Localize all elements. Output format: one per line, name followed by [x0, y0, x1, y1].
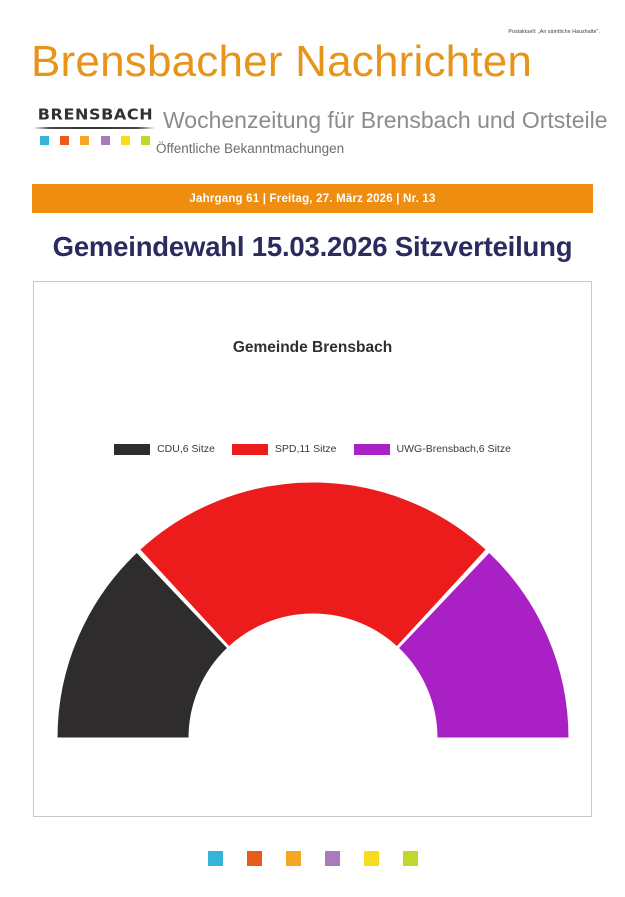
legend-label-uwg: UWG-Brensbach,6 Sitze	[396, 443, 511, 455]
masthead-subtitle: Wochenzeitung für Brensbach und Ortsteil…	[163, 107, 608, 133]
legend-swatch-spd	[231, 443, 268, 455]
brand-square-row	[40, 136, 150, 145]
seat-distribution-chart	[34, 478, 591, 744]
brand-square-4	[100, 136, 110, 145]
masthead-title: Brensbacher Nachrichten	[31, 37, 533, 86]
chart-title: Gemeinde Brensbach	[232, 339, 393, 356]
footer-square-row	[0, 851, 625, 866]
legend-item-cdu: CDU,6 Sitze	[114, 443, 215, 455]
chart-panel: Gemeinde Brensbach CDU,6 Sitze SPD,11 Si…	[33, 281, 592, 817]
footer-square-4	[324, 851, 340, 866]
issue-info-bar: Jahrgang 61 | Freitag, 27. März 2026 | N…	[32, 184, 593, 213]
legend-label-cdu: CDU,6 Sitze	[157, 443, 215, 455]
brand-square-6	[140, 136, 150, 145]
legend-swatch-cdu	[114, 443, 151, 455]
footer-square-6	[402, 851, 418, 866]
legend-item-spd: SPD,11 Sitze	[231, 443, 337, 455]
brand-square-1	[40, 136, 49, 145]
footer-square-2	[246, 851, 262, 866]
parliament-arc-svg	[55, 481, 570, 739]
issue-info-text: Jahrgang 61 | Freitag, 27. März 2026 | N…	[189, 192, 436, 205]
masthead-subtitle-secondary: Öffentliche Bekanntmachungen	[156, 141, 345, 156]
brand-square-3	[80, 136, 90, 145]
chart-legend: CDU,6 Sitze SPD,11 Sitze UWG-Brensbach,6…	[34, 443, 591, 455]
brensbach-logo: BRENSBACH	[33, 105, 158, 145]
footer-square-3	[285, 851, 301, 866]
legend-item-uwg: UWG-Brensbach,6 Sitze	[353, 443, 511, 455]
brand-wordmark: BRENSBACH	[37, 105, 154, 124]
arc-segment-spd	[138, 481, 487, 648]
brand-underline-rule	[33, 127, 155, 129]
footer-square-1	[207, 851, 223, 866]
postal-note: Postaktuell: „An sämtliche Haushalte".	[508, 29, 600, 35]
page-title: Gemeindewahl 15.03.2026 Sitzverteilung	[52, 231, 573, 262]
arc-segment-cdu	[55, 551, 228, 739]
arc-segment-uwg-brensbach	[397, 551, 570, 739]
footer-square-5	[363, 851, 379, 866]
brand-square-5	[120, 136, 130, 145]
legend-swatch-uwg	[353, 443, 390, 455]
legend-label-spd: SPD,11 Sitze	[274, 443, 337, 455]
brand-square-2	[60, 136, 70, 145]
